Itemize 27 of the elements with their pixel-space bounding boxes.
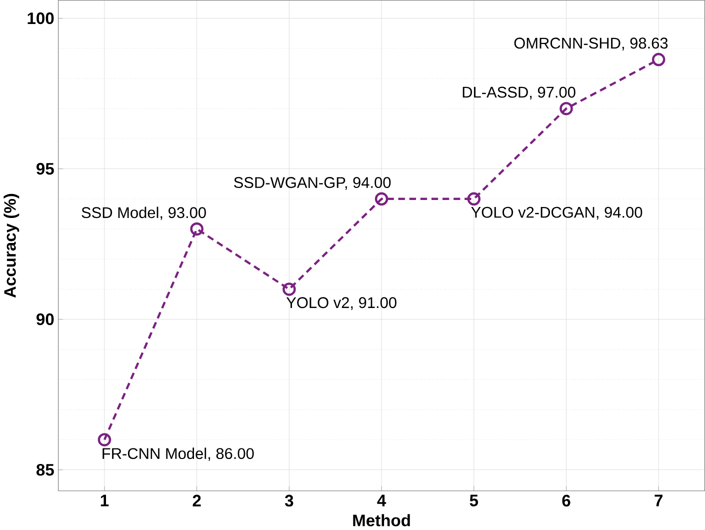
point <box>467 192 481 206</box>
x-tick-label: 5 <box>470 494 478 506</box>
x-tick-label: 1 <box>100 494 109 506</box>
y-tick-label: 100 <box>28 12 54 24</box>
x-tick-label: 6 <box>562 494 570 507</box>
y-tick-label: 85 <box>36 464 54 476</box>
point <box>652 52 666 66</box>
x-tick-label: 4 <box>377 494 386 506</box>
annotation: SSD-WGAN-GP, 94.00 <box>234 177 391 190</box>
point <box>282 282 296 296</box>
annotation: SSD Model, 93.00 <box>82 206 206 220</box>
point <box>560 102 573 116</box>
x-tick-label: 7 <box>654 494 662 506</box>
point <box>98 433 112 446</box>
x-tick-label: 3 <box>284 494 294 507</box>
annotation: FR-CNN Model, 86.00 <box>102 448 254 461</box>
point <box>190 222 204 236</box>
annotation: DL-ASSD, 97.00 <box>462 86 576 100</box>
x-axis-title: Method <box>353 514 410 526</box>
annotation: YOLO v2, 91.00 <box>286 297 396 310</box>
y-tick-label: 95 <box>36 162 54 175</box>
y-tick-label: 90 <box>36 313 54 326</box>
y-axis-title: Accuracy (%) <box>4 194 20 298</box>
annotation: YOLO v2-DCGAN, 94.00 <box>471 206 642 220</box>
point <box>374 192 388 206</box>
x-tick-label: 2 <box>192 494 201 506</box>
annotation: OMRCNN-SHD, 98.63 <box>514 38 668 50</box>
